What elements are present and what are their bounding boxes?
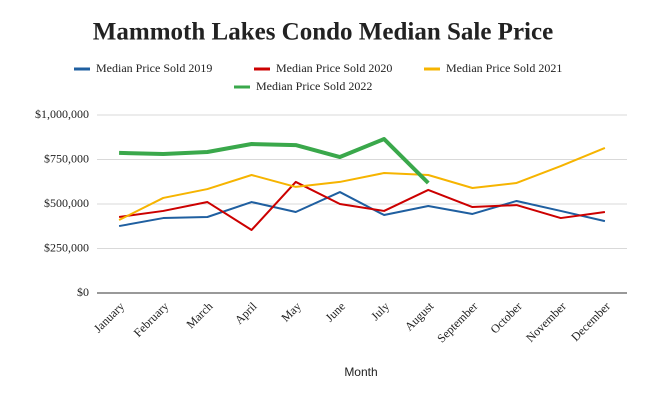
x-tick-label: February <box>131 299 172 340</box>
y-tick-label: $250,000 <box>44 240 89 254</box>
y-tick-label: $750,000 <box>44 151 89 165</box>
x-tick-label: July <box>368 299 392 323</box>
y-tick-label: $500,000 <box>44 196 89 210</box>
y-tick-label: $0 <box>77 285 89 299</box>
x-tick-label: June <box>323 299 348 324</box>
x-tick-label: November <box>523 299 569 345</box>
legend-label: Median Price Sold 2019 <box>96 61 212 75</box>
legend-label: Median Price Sold 2020 <box>276 61 392 75</box>
x-tick-label: September <box>434 299 480 345</box>
x-tick-label: August <box>402 299 437 334</box>
series-line <box>119 137 430 185</box>
x-tick-label: April <box>232 299 260 327</box>
series-line <box>118 180 606 231</box>
x-axis-title: Month <box>344 365 377 379</box>
x-tick-label: May <box>278 299 303 324</box>
x-tick-label: March <box>183 299 215 331</box>
chart-title: Mammoth Lakes Condo Median Sale Price <box>93 19 553 46</box>
legend-label: Median Price Sold 2021 <box>446 61 562 75</box>
x-tick-label: January <box>91 299 127 335</box>
y-tick-label: $1,000,000 <box>35 107 89 121</box>
x-tick-label: December <box>568 299 613 344</box>
x-tick-label: October <box>487 299 524 336</box>
series-line <box>118 191 606 228</box>
legend-label: Median Price Sold 2022 <box>256 79 372 93</box>
series-line <box>118 147 606 221</box>
